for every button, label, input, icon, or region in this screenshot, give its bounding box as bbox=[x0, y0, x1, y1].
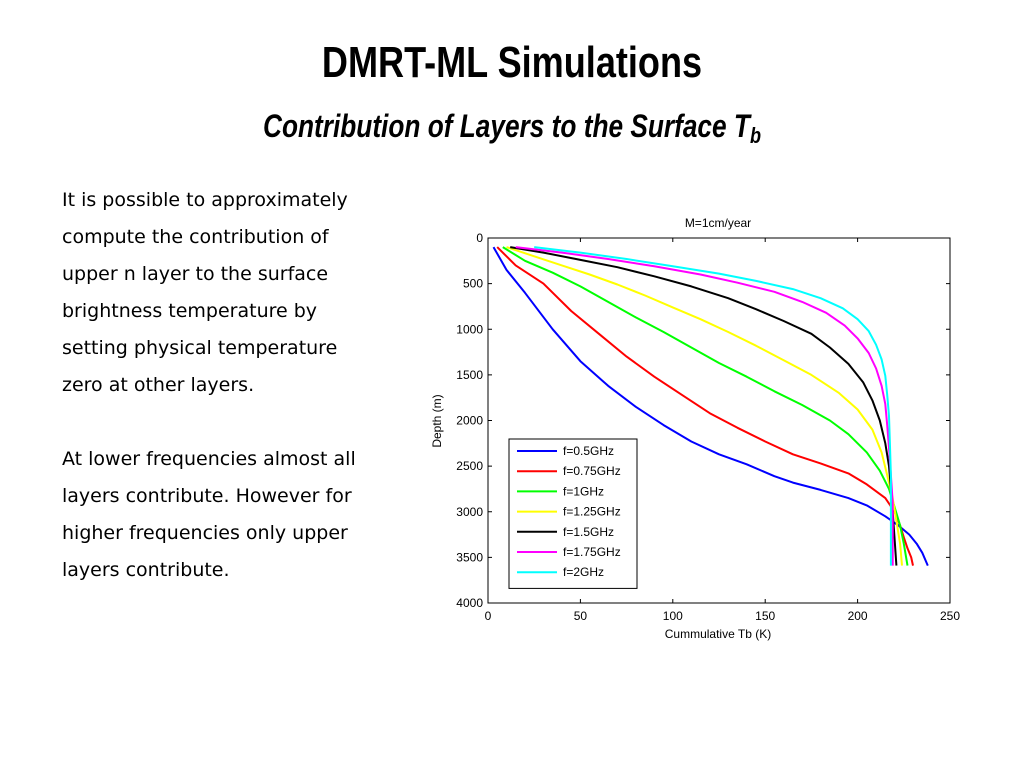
slide-title: DMRT-ML Simulations bbox=[321, 38, 703, 87]
y-tick-label: 1000 bbox=[456, 322, 483, 336]
y-tick-label: 0 bbox=[476, 231, 483, 245]
legend-box bbox=[508, 438, 638, 589]
y-tick-label: 3500 bbox=[456, 550, 483, 564]
slide-subtitle: Contribution of Layers to the Surface Tb bbox=[92, 106, 932, 156]
series-line-6 bbox=[534, 246, 892, 566]
y-tick-label: 3000 bbox=[456, 505, 483, 519]
body-text: It is possible to approximately compute … bbox=[62, 182, 402, 589]
legend-label-6: f=2GHz bbox=[563, 565, 604, 579]
chart-title: M=1cm/year bbox=[685, 216, 751, 230]
legend-label-3: f=1.25GHz bbox=[563, 505, 621, 519]
y-tick-label: 500 bbox=[463, 277, 483, 291]
series-line-0 bbox=[492, 246, 929, 566]
legend-label-5: f=1.75GHz bbox=[563, 545, 621, 559]
y-axis-label: Depth (m) bbox=[430, 394, 444, 447]
x-tick-label: 50 bbox=[574, 609, 588, 623]
y-tick-label: 1500 bbox=[456, 368, 483, 382]
legend-label-1: f=0.75GHz bbox=[563, 464, 621, 478]
paragraph-2: At lower frequencies almost all layers c… bbox=[62, 448, 356, 581]
chart-legend: f=0.5GHz f=0.75GHz f=1GHz f=1.25GHz f=1.5GHz… bbox=[508, 438, 638, 589]
x-tick-label: 0 bbox=[485, 609, 492, 623]
x-tick-label: 100 bbox=[663, 609, 683, 623]
legend-label-2: f=1GHz bbox=[563, 484, 604, 498]
x-axis-label: Cummulative Tb (K) bbox=[665, 627, 771, 641]
axis-ticks: 0 50 100 150 200 2500500100015002000250030003… bbox=[456, 231, 960, 623]
y-tick-label: 2500 bbox=[456, 459, 483, 473]
subtitle-subscript: b bbox=[749, 123, 761, 148]
legend-label-0: f=0.5GHz bbox=[563, 444, 614, 458]
legend-label-4: f=1.5GHz bbox=[563, 525, 614, 539]
x-tick-label: 200 bbox=[848, 609, 868, 623]
x-tick-label: 250 bbox=[940, 609, 960, 623]
series-lines bbox=[492, 246, 929, 566]
subtitle-main: Contribution of Layers to the Surface T bbox=[263, 108, 750, 144]
paragraph-1: It is possible to approximately compute … bbox=[62, 189, 348, 396]
y-tick-label: 2000 bbox=[456, 414, 483, 428]
y-tick-label: 4000 bbox=[456, 596, 483, 610]
x-tick-label: 150 bbox=[755, 609, 775, 623]
